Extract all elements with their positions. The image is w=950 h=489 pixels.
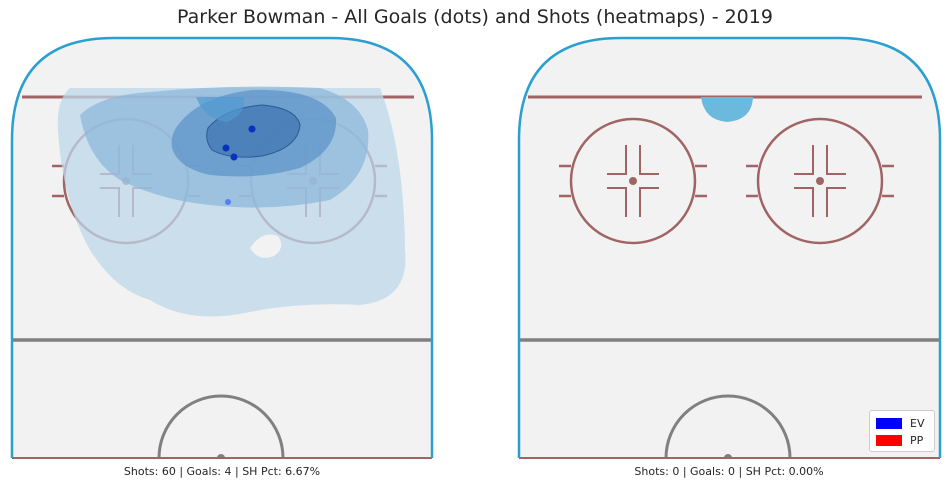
goal-dot — [249, 126, 256, 133]
goal-dot — [225, 199, 231, 205]
legend-item-ev: EV — [876, 416, 924, 430]
legend-label-pp: PP — [910, 434, 923, 447]
legend: EV PP — [869, 410, 935, 452]
legend-swatch-pp — [876, 435, 902, 446]
legend-swatch-ev — [876, 418, 902, 429]
faceoff-dot-left — [629, 177, 637, 185]
legend-item-pp: PP — [876, 433, 923, 447]
legend-label-ev: EV — [910, 417, 924, 430]
rink-ev — [12, 38, 432, 489]
goal-dot — [223, 145, 230, 152]
panel-caption-pp: Shots: 0 | Goals: 0 | SH Pct: 0.00% — [519, 465, 939, 478]
panel-caption-ev: Shots: 60 | Goals: 4 | SH Pct: 6.67% — [12, 465, 432, 478]
goal-dot — [231, 154, 238, 161]
faceoff-dot-right — [816, 177, 824, 185]
